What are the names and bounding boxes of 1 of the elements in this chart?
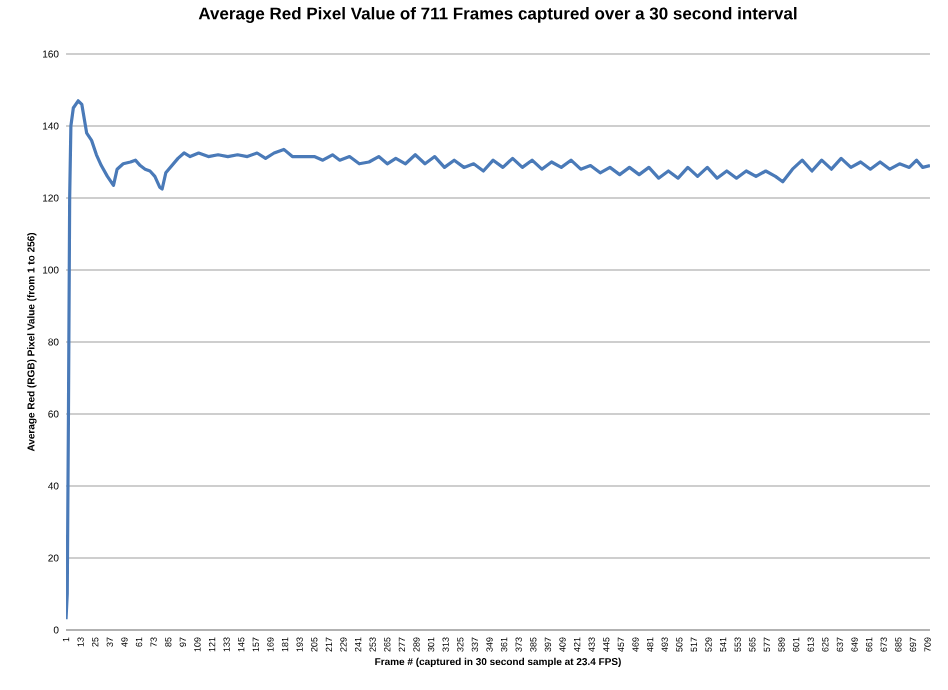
chart-title: Average Red Pixel Value of 711 Frames captured over a 30 second interval	[198, 7, 797, 23]
